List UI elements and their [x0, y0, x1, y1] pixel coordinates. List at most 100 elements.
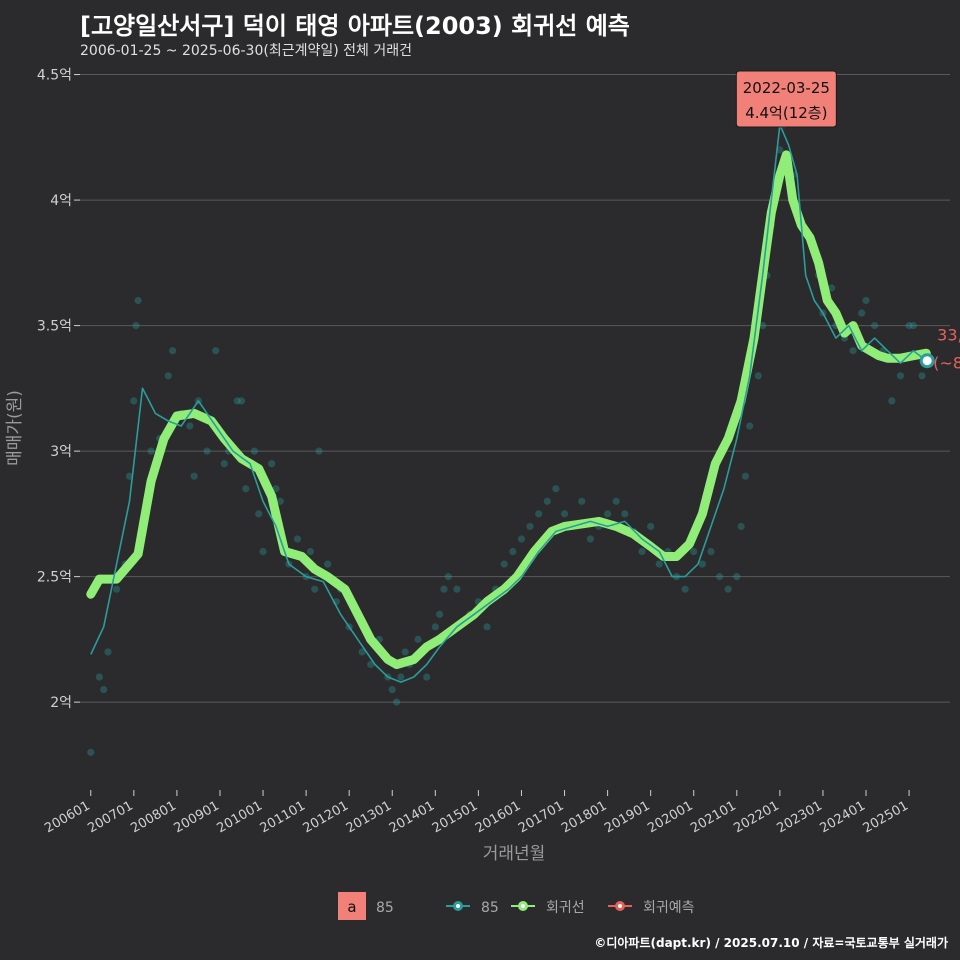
max-annotation-date: 2022-03-25: [743, 79, 830, 97]
scatter-point: [741, 472, 750, 480]
prediction-value-label: 33,583: [937, 326, 960, 345]
scatter-point: [100, 685, 108, 694]
x-tick-label: 202001: [645, 798, 695, 836]
x-tick-label: 202201: [731, 798, 781, 836]
scatter-point: [397, 673, 405, 681]
scatter-point: [242, 485, 250, 493]
x-tick-label: 200801: [128, 798, 178, 836]
grid-lines: [80, 74, 950, 703]
scatter-point: [388, 685, 396, 694]
y-axis-ticks: 2억 2.5억 3억 3.5억 4억 4.5억: [37, 68, 80, 711]
max-annotation-price: 4.4억(12층): [745, 104, 827, 122]
scatter-point: [862, 296, 870, 305]
legend-item-label: 회귀선: [546, 900, 585, 916]
legend-item-label: 회귀예측: [643, 900, 695, 916]
x-tick-label: 201601: [473, 798, 523, 836]
scatter-point: [212, 347, 220, 355]
scatter-point: [871, 321, 879, 330]
x-tick-label: 201101: [258, 798, 308, 836]
scatter-point: [306, 547, 315, 556]
scatter-point: [776, 146, 784, 154]
scatter-point: [104, 648, 112, 656]
scatter-point: [526, 522, 534, 531]
legend-marker-dot-2: [618, 904, 622, 908]
scatter-point: [909, 321, 917, 330]
legend: a 85 85 회귀선 회귀예측: [338, 892, 695, 920]
scatter-point: [621, 510, 629, 518]
x-tick-label: 201001: [215, 798, 265, 836]
scatter-point: [414, 635, 422, 643]
scatter-point: [113, 585, 121, 593]
y-tick-label: 2억: [50, 695, 72, 711]
scatter-point: [250, 447, 259, 455]
y-tick-label: 3억: [50, 444, 72, 460]
x-axis-ticks: 2006012007012008012009012010012011012012…: [42, 790, 911, 836]
scatter-point: [233, 397, 241, 405]
scatter-point: [440, 585, 448, 593]
scatter-point: [681, 585, 689, 593]
y-tick-label: 2.5억: [37, 570, 72, 586]
scatter-point: [638, 547, 646, 556]
scatter-point: [276, 497, 284, 505]
legend-box-swatch: [338, 892, 366, 920]
legend-item-label: 85: [481, 900, 499, 916]
x-tick-label: 201301: [344, 798, 394, 836]
scatter-point: [746, 422, 754, 430]
scatter-point: [724, 585, 732, 593]
y-tick-label: 4억: [50, 193, 72, 209]
prediction-point: [919, 353, 935, 369]
x-tick-label: 202301: [774, 798, 824, 836]
x-tick-label: 200601: [42, 798, 92, 836]
scatter-point: [733, 573, 741, 581]
x-tick-label: 201501: [430, 798, 480, 836]
scatter-point: [311, 585, 319, 593]
scatter-point: [203, 447, 211, 455]
x-tick-label: 201701: [516, 798, 566, 836]
scatter-point: [918, 372, 926, 380]
scatter-point: [707, 547, 715, 556]
scatter-point: [168, 347, 177, 355]
legend-box-letter: a: [347, 898, 356, 916]
scatter-point: [737, 522, 745, 531]
y-axis-label: 매매가(원): [5, 390, 25, 466]
scatter-point: [888, 397, 896, 405]
chart-title: [고양일산서구] 덕이 태영 아파트(2003) 회귀선 예측: [80, 12, 630, 40]
x-axis-label: 거래년월: [483, 844, 546, 864]
chart-subtitle: 2006-01-25 ~ 2025-06-30(최근계약일) 전체 거래건: [80, 43, 412, 59]
x-tick-label: 201401: [387, 798, 437, 836]
scatter-point: [358, 648, 366, 656]
legend-marker-dot-0: [456, 904, 460, 908]
scatter-point: [324, 560, 332, 568]
scatter-point: [896, 372, 905, 380]
scatter-point: [87, 748, 95, 756]
scatter-point: [586, 535, 594, 543]
scatter-point: [431, 623, 439, 631]
scatter-point: [827, 284, 836, 292]
scatter-point: [190, 472, 198, 480]
scatter-point: [543, 497, 551, 505]
series-lines: [86, 124, 931, 683]
scatter-point: [849, 347, 857, 355]
scatter-point: [367, 660, 375, 669]
x-tick-label: 202401: [818, 798, 868, 836]
scatter-point: [132, 321, 140, 330]
scatter-point: [647, 522, 655, 531]
scatter-point: [125, 472, 134, 480]
scatter-point: [220, 460, 228, 468]
scatter-point: [255, 510, 263, 518]
series-85-line: [90, 124, 927, 683]
scatter-point: [95, 673, 103, 681]
scatter-point: [517, 535, 526, 543]
source-caption: ©디아파트(dapt.kr) / 2025.07.10 / 자료=국토교통부 실…: [594, 936, 948, 950]
x-tick-label: 200701: [85, 798, 135, 836]
scatter-point: [500, 560, 508, 568]
scatter-point: [858, 309, 866, 317]
scatter-point: [436, 610, 444, 618]
scatter-point: [759, 321, 767, 330]
x-tick-label: 202101: [688, 798, 738, 836]
scatter-point: [603, 510, 612, 518]
scatter-point: [315, 447, 323, 455]
prediction-area-label: (~85㎡): [933, 354, 960, 373]
y-tick-label: 3.5억: [37, 319, 72, 335]
